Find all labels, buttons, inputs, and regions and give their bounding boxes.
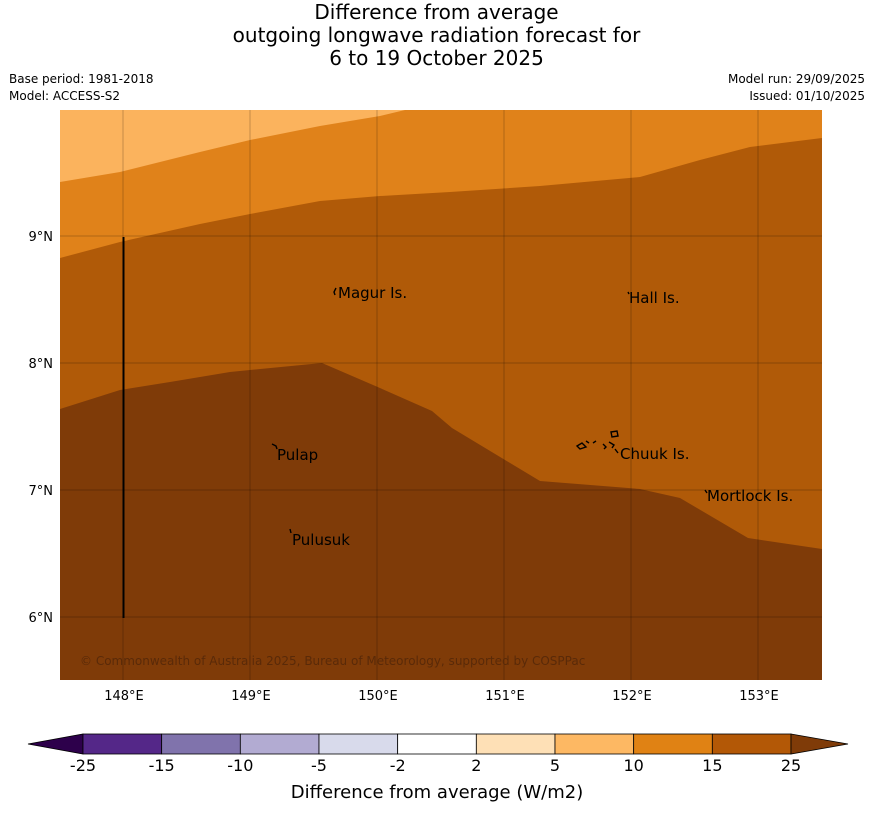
colorbar-tick-label: 25 <box>781 756 801 775</box>
colorbar-tick-label: -2 <box>390 756 406 775</box>
lon-label-150e: 150°E <box>358 689 398 704</box>
label-chuuk-is: Chuuk Is. <box>620 445 689 463</box>
colorbar-cell <box>711 733 792 755</box>
lat-label-7n: 7°N <box>29 484 54 499</box>
colorbar-cell <box>633 733 713 755</box>
colorbar-tick-label: -25 <box>70 756 96 775</box>
label-hall-is: Hall Is. <box>629 289 680 307</box>
colorbar-tick-label: -15 <box>149 756 175 775</box>
map-area: Magur Is. Hall Is. Pulap Chuuk Is. Mortl… <box>60 110 822 680</box>
model-run: Model run: 29/09/2025 <box>727 72 865 86</box>
colorbar-cell <box>161 733 241 755</box>
lat-axis-labels: 9°N 8°N 7°N 6°N <box>29 230 54 626</box>
lat-label-8n: 8°N <box>29 357 54 372</box>
title-line-2: outgoing longwave radiation forecast for <box>232 23 641 47</box>
colorbar-cell <box>318 733 399 755</box>
lat-label-9n: 9°N <box>29 230 54 245</box>
lon-label-152e: 152°E <box>612 689 652 704</box>
issued-date: Issued: 01/10/2025 <box>749 89 865 103</box>
colorbar-cell <box>239 733 320 755</box>
colorbar-cell <box>82 733 163 755</box>
copyright-credit: © Commonwealth of Australia 2025, Bureau… <box>80 654 585 668</box>
label-mortlock-is: Mortlock Is. <box>707 487 793 505</box>
colorbar-cell <box>554 733 635 755</box>
lon-label-149e: 149°E <box>231 689 271 704</box>
colorbar-cell <box>475 733 556 755</box>
zone-band-over-25 <box>60 363 822 680</box>
lat-label-6n: 6°N <box>29 611 54 626</box>
colorbar-cell <box>397 733 477 755</box>
lon-label-148e: 148°E <box>104 689 144 704</box>
colorbar-tick-label: 10 <box>623 756 643 775</box>
label-pulap: Pulap <box>277 446 318 464</box>
island-outlines <box>271 287 708 534</box>
label-magur-is: Magur Is. <box>338 284 407 302</box>
lon-label-151e: 151°E <box>485 689 525 704</box>
colorbar-tick-label: 5 <box>550 756 560 775</box>
colorbar-tick-label: 15 <box>702 756 722 775</box>
colorbar-extend-low <box>27 733 84 755</box>
colorbar-extend-high <box>790 733 849 755</box>
colorbar-tick-label: 2 <box>471 756 481 775</box>
colorbar-tick-label: -10 <box>227 756 253 775</box>
colorbar: -25 -15 -10 -5 -2 2 5 10 15 25 Difference from av… <box>27 733 849 803</box>
base-period: Base period: 1981-2018 <box>9 72 154 86</box>
lon-axis-labels: 148°E 149°E 150°E 151°E 152°E 153°E <box>104 689 779 704</box>
title-line-1: Difference from average <box>314 0 559 24</box>
colorbar-label: Difference from average (W/m2) <box>291 782 583 803</box>
lon-label-153e: 153°E <box>739 689 779 704</box>
label-pulusuk: Pulusuk <box>292 531 350 549</box>
colorbar-tick-label: -5 <box>311 756 327 775</box>
title-line-3: 6 to 19 October 2025 <box>329 46 544 70</box>
model-name: Model: ACCESS-S2 <box>9 89 121 103</box>
